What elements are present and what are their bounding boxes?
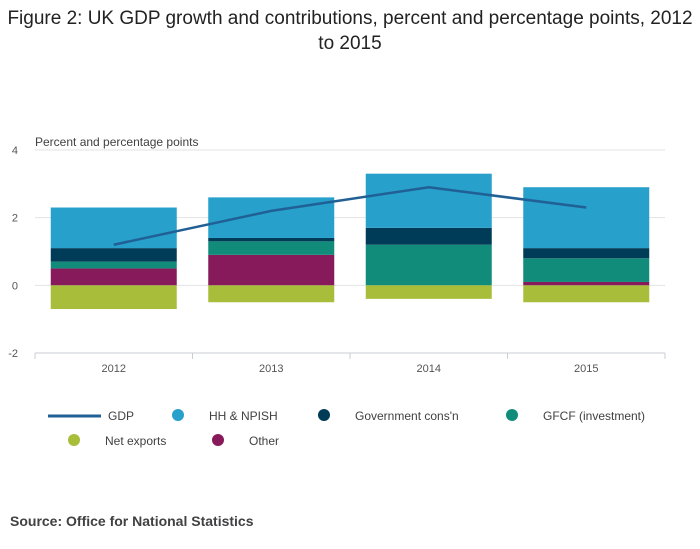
bar-segment <box>523 248 650 259</box>
bar-segment <box>523 187 650 249</box>
legend-item: GDP <box>48 409 134 423</box>
legend-swatch <box>172 409 184 421</box>
legend-swatch <box>318 409 330 421</box>
bar-segment <box>50 207 177 249</box>
x-tick-label: 2012 <box>102 363 126 375</box>
source-note: Source: Office for National Statistics <box>10 513 254 529</box>
bar-segment <box>208 237 335 242</box>
legend-label: Other <box>249 434 279 448</box>
legend-item: Other <box>212 434 279 448</box>
legend-swatch <box>212 434 224 446</box>
legend-item: HH & NPISH <box>172 409 278 423</box>
bar-segment <box>208 254 335 286</box>
y-tick-label: 0 <box>12 280 18 292</box>
bar-segment <box>208 285 335 303</box>
legend-label: Government cons'n <box>355 409 459 423</box>
y-axis-title: Percent and percentage points <box>35 135 198 149</box>
x-tick-label: 2013 <box>259 363 283 375</box>
bar-segment <box>523 281 650 286</box>
legend-swatch <box>506 409 518 421</box>
legend-swatch <box>68 434 80 446</box>
bar-segment <box>365 285 492 299</box>
bar-segment <box>523 258 650 282</box>
bar-segment <box>50 248 177 262</box>
y-tick-label: 4 <box>12 145 18 157</box>
legend-label: HH & NPISH <box>209 409 278 423</box>
bar-segment <box>50 268 177 286</box>
legend-label: GFCF (investment) <box>543 409 645 423</box>
bar-segment <box>365 173 492 228</box>
bar-segment <box>50 285 177 310</box>
x-tick-label: 2014 <box>417 363 441 375</box>
legend-item: Net exports <box>68 434 166 448</box>
chart-title: Figure 2: UK GDP growth and contribution… <box>7 8 693 54</box>
legend-label: Net exports <box>105 434 166 448</box>
x-tick-label: 2015 <box>574 363 598 375</box>
bar-segment <box>208 241 335 255</box>
y-tick-label: -2 <box>8 348 18 360</box>
bar-segment <box>365 227 492 245</box>
bar-segment <box>523 285 650 303</box>
legend-item: GFCF (investment) <box>506 409 645 423</box>
bar-segment <box>50 261 177 269</box>
legend-item: Government cons'n <box>318 409 459 423</box>
gdp-line <box>113 185 587 246</box>
y-tick-label: 2 <box>12 213 18 225</box>
legend-label: GDP <box>108 409 134 423</box>
bar-segment <box>365 244 492 286</box>
